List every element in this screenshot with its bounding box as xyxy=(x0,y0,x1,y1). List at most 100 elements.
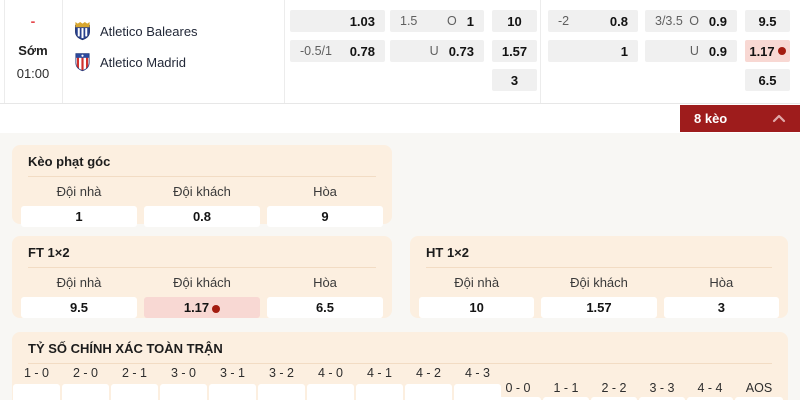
score-odds-cell[interactable] xyxy=(687,397,733,400)
odds-hdp-g1-r2[interactable]: -0.5/1 0.78 xyxy=(290,40,385,62)
match-odds-table: - Sớm 01:00 Atletico Baleares xyxy=(0,0,800,104)
ht-panel-title: HT 1×2 xyxy=(426,242,772,268)
divider xyxy=(540,0,541,103)
score-label: 3 - 2 xyxy=(268,366,294,380)
exact-score-panel: TỶ SỐ CHÍNH XÁC TOÀN TRẬN 1 - 0 2 - 0 2 … xyxy=(12,332,788,400)
exact-score-title: TỶ SỐ CHÍNH XÁC TOÀN TRẬN xyxy=(28,338,772,364)
score-odds-cell[interactable] xyxy=(591,397,637,400)
ft-draw-odds[interactable]: 6.5 xyxy=(267,297,383,318)
odds-x-g2-r2-highlighted[interactable]: 1.17 xyxy=(745,40,790,62)
away-header: Đội khách xyxy=(570,275,628,290)
home-team-name: Atletico Baleares xyxy=(100,23,198,39)
home-header: Đội nhà xyxy=(56,275,102,290)
odds-x-g2-r1[interactable]: 9.5 xyxy=(745,10,790,32)
score-label: 4 - 4 xyxy=(697,381,723,395)
markets-area: Kèo phạt góc Đội nhà 1 Đội khách 0.8 Hòa… xyxy=(0,133,800,400)
score-odds-cell[interactable] xyxy=(13,384,60,400)
away-team-name: Atletico Madrid xyxy=(100,54,186,70)
draw-header: Hòa xyxy=(313,184,337,199)
score-label: 1 - 1 xyxy=(553,381,579,395)
odds-x-g1-r2[interactable]: 1.57 xyxy=(492,40,537,62)
odds-ou-g1-under[interactable]: U 0.73 xyxy=(390,40,484,62)
odds-value: 6.5 xyxy=(758,72,777,88)
more-odds-label: 8 kèo xyxy=(694,111,728,126)
corner-away-odds[interactable]: 0.8 xyxy=(144,206,260,227)
score-label: 4 - 1 xyxy=(366,366,392,380)
hdp-line: -0.5/1 xyxy=(300,44,332,58)
score-odds-cell[interactable] xyxy=(356,384,403,400)
score-label: 2 - 1 xyxy=(121,366,147,380)
score-label: 4 - 2 xyxy=(415,366,441,380)
odds-ou-g1-over[interactable]: 1.5 O 1 xyxy=(390,10,484,32)
hdp-line: -2 xyxy=(558,14,570,28)
odds-value: 0.8 xyxy=(609,13,628,29)
score-label: 3 - 3 xyxy=(649,381,675,395)
score-odds-cell[interactable] xyxy=(495,397,541,400)
odds-value: 1.03 xyxy=(349,13,375,29)
score-odds-cell[interactable] xyxy=(405,384,452,400)
score-label: 1 - 0 xyxy=(23,366,49,380)
score-odds-cell[interactable] xyxy=(735,397,783,400)
ht-away-odds[interactable]: 1.57 xyxy=(541,297,657,318)
score-odds-cell[interactable] xyxy=(209,384,256,400)
score-label: 4 - 0 xyxy=(317,366,343,380)
odds-value: 0.78 xyxy=(349,43,375,59)
ou-line: 3/3.5 xyxy=(655,14,683,28)
keo-strip: 8 kèo xyxy=(0,104,800,133)
draw-header: Hòa xyxy=(313,275,337,290)
live-dot-icon xyxy=(777,47,786,55)
score-label: 2 - 2 xyxy=(601,381,627,395)
corner-draw-odds[interactable]: 9 xyxy=(267,206,383,227)
away-header: Đội khách xyxy=(173,184,231,199)
score-odds-cell[interactable] xyxy=(258,384,305,400)
score-odds-cell[interactable] xyxy=(639,397,685,400)
odds-hdp-g2-r1[interactable]: -2 0.8 xyxy=(548,10,638,32)
odds-ou-g2-over[interactable]: 3/3.5 O 0.9 xyxy=(645,10,737,32)
match-time: 01:00 xyxy=(16,66,50,81)
odds-x-g1-r1[interactable]: 10 xyxy=(492,10,537,32)
status-dash: - xyxy=(30,13,36,29)
score-odds-cell[interactable] xyxy=(307,384,354,400)
away-team-logo-icon xyxy=(74,52,91,72)
score-odds-cell[interactable] xyxy=(160,384,207,400)
divider xyxy=(4,0,5,103)
divider xyxy=(62,0,63,103)
score-odds-cell[interactable] xyxy=(62,384,109,400)
odds-value: 3 xyxy=(510,72,519,88)
odds-value: 1.17 xyxy=(183,300,210,315)
ft-home-odds[interactable]: 9.5 xyxy=(21,297,137,318)
odds-x-g1-r3[interactable]: 3 xyxy=(492,69,537,91)
ft-away-odds-highlighted[interactable]: 1.17 xyxy=(144,297,260,318)
score-label: AOS xyxy=(745,381,773,395)
odds-value: 0.9 xyxy=(708,43,727,59)
odds-ou-g2-under[interactable]: U 0.9 xyxy=(645,40,737,62)
chevron-up-icon xyxy=(772,114,786,123)
away-header: Đội khách xyxy=(173,275,231,290)
live-dot-icon xyxy=(212,305,221,313)
away-team-row: Atletico Madrid xyxy=(74,52,186,72)
ft-1x2-panel: FT 1×2 Đội nhà 9.5 Đội khách 1.17 Hòa 6.… xyxy=(12,236,392,318)
more-odds-button[interactable]: 8 kèo xyxy=(680,105,800,132)
score-odds-cell[interactable] xyxy=(543,397,589,400)
ht-draw-odds[interactable]: 3 xyxy=(663,297,779,318)
score-odds-cell[interactable] xyxy=(454,384,501,400)
score-label: 2 - 0 xyxy=(72,366,98,380)
odds-value: 0.73 xyxy=(448,43,474,59)
odds-x-g2-r3[interactable]: 6.5 xyxy=(745,69,790,91)
ht-home-odds[interactable]: 10 xyxy=(419,297,535,318)
odds-hdp-g2-r2[interactable]: 1 xyxy=(548,40,638,62)
corner-odds-panel: Kèo phạt góc Đội nhà 1 Đội khách 0.8 Hòa… xyxy=(12,145,392,227)
under-label: U xyxy=(429,44,439,58)
score-odds-cell[interactable] xyxy=(111,384,158,400)
divider xyxy=(284,0,285,103)
corner-home-odds[interactable]: 1 xyxy=(21,206,137,227)
odds-hdp-g1-r1[interactable]: 1.03 xyxy=(290,10,385,32)
home-header: Đội nhà xyxy=(56,184,102,199)
score-label: 0 - 0 xyxy=(505,381,531,395)
score-label: 4 - 3 xyxy=(464,366,490,380)
home-header: Đội nhà xyxy=(454,275,500,290)
odds-value: 1.57 xyxy=(501,43,528,59)
odds-value: 10 xyxy=(507,13,522,29)
over-label: O xyxy=(689,14,699,28)
